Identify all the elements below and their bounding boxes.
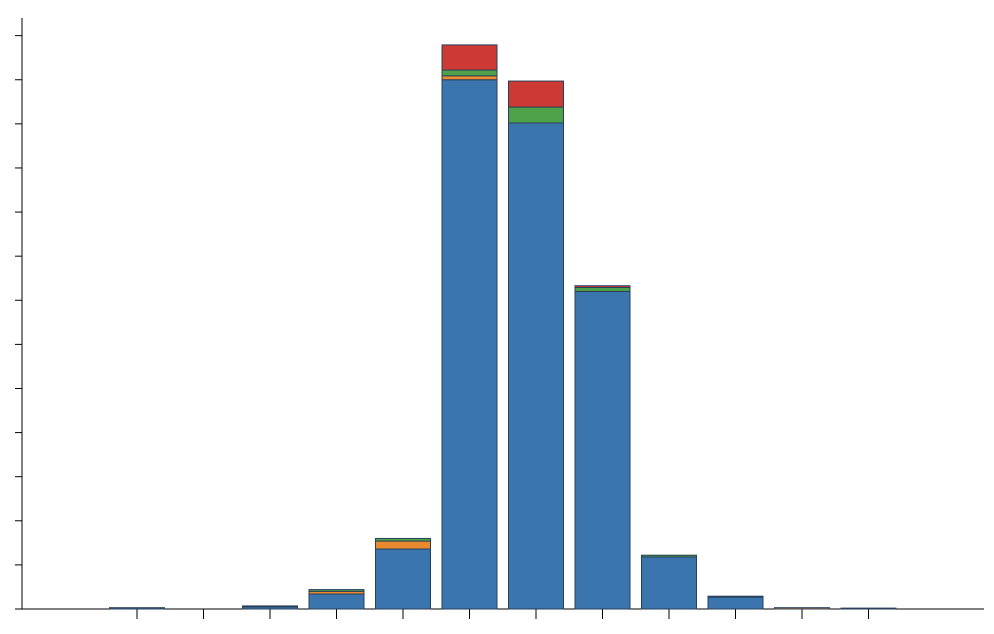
bar-segment xyxy=(707,596,764,610)
bar-segment xyxy=(242,605,298,608)
bar-segment xyxy=(375,537,431,542)
bar-segment xyxy=(109,607,165,610)
bar-segment xyxy=(508,106,564,124)
bar-segment xyxy=(574,286,631,292)
bar-segment xyxy=(574,285,631,288)
bar-segment xyxy=(308,593,365,610)
bar-segment xyxy=(641,554,697,558)
bar-segment xyxy=(375,540,431,550)
bar-segment xyxy=(441,75,498,81)
bar-segment xyxy=(308,589,365,592)
bar-segment xyxy=(441,79,498,610)
bar-segment xyxy=(508,80,564,108)
bar-segment xyxy=(508,122,564,610)
bar-segment xyxy=(707,595,764,598)
bar-segment xyxy=(375,548,431,610)
bar-segment xyxy=(441,69,498,77)
bar-segment xyxy=(574,290,631,610)
bar-segment xyxy=(774,607,830,610)
bar-segment xyxy=(441,44,498,71)
bar-segment xyxy=(641,556,697,610)
bar-segment xyxy=(840,607,897,610)
